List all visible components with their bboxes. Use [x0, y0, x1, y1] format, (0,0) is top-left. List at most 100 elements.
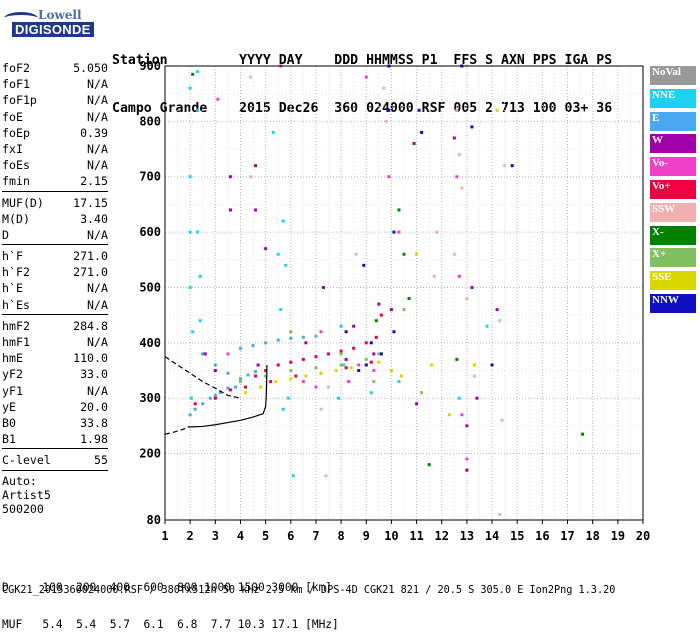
data-point [259, 385, 263, 389]
data-point [188, 175, 192, 179]
data-point [417, 108, 421, 112]
data-point [304, 374, 308, 378]
data-point [392, 230, 396, 234]
param-value: 55 [94, 453, 108, 468]
data-point [213, 363, 217, 367]
data-point [246, 373, 250, 377]
param-row: fmin 2.15 [2, 173, 108, 189]
param-value: N/A [87, 77, 108, 92]
param-row: h`F2 271.0 [2, 264, 108, 280]
autoscaling-line: Auto: [2, 473, 37, 488]
autoscaling-info: Auto: Artist5 500200 [2, 474, 108, 516]
data-point [415, 252, 419, 256]
data-point [321, 285, 325, 289]
data-point [344, 357, 348, 361]
data-point [402, 252, 406, 256]
data-point [364, 363, 368, 367]
data-point [314, 366, 318, 370]
param-label: yF1 [2, 383, 23, 398]
data-point [581, 432, 585, 436]
data-point [470, 285, 474, 289]
data-point [281, 407, 285, 411]
data-point [274, 380, 278, 384]
data-point [349, 366, 353, 370]
autoscaling-line: 500200 [2, 501, 44, 516]
data-point [485, 324, 489, 328]
logo-swoosh [4, 12, 38, 25]
data-point [228, 208, 232, 212]
data-point [276, 252, 280, 256]
y-tick-label: 600 [139, 225, 161, 239]
data-point [397, 230, 401, 234]
series-vo- [216, 64, 469, 461]
data-point [475, 396, 479, 400]
data-point [347, 380, 351, 384]
param-row: MUF(D) 17.15 [2, 195, 108, 211]
param-row: yE 20.0 [2, 399, 108, 415]
data-point [399, 374, 403, 378]
y-tick-label: 300 [139, 391, 161, 405]
x-tick-label: 19 [611, 529, 625, 543]
data-point [457, 396, 461, 400]
data-point [339, 324, 343, 328]
x-tick-label: 3 [212, 529, 219, 543]
param-row: fxI N/A [2, 141, 108, 157]
chart-ticks: 1 2 3 4 5 6 7 8 9 10 11 12 13 14 15 16 17 18 19 20802003004… [139, 59, 650, 543]
param-value: 284.8 [73, 318, 108, 333]
logo-digisonde: DIGISONDE [12, 22, 94, 37]
header-values: Campo Grande 2015 Dec26 360 024000 RSF 0… [112, 101, 613, 116]
data-point [377, 360, 381, 364]
data-point [294, 374, 298, 378]
data-point [188, 86, 192, 90]
data-point [374, 335, 378, 339]
param-label: yF2 [2, 367, 23, 382]
data-point [249, 175, 253, 179]
x-tick-label: 7 [312, 529, 319, 543]
data-point [228, 388, 232, 392]
series-x- [191, 72, 585, 467]
lowell-digisonde-logo: Lowell DIGISONDE [4, 8, 94, 40]
chart-frame [164, 65, 644, 521]
data-point [379, 352, 383, 356]
legend-item-ssw: SSW [650, 202, 696, 222]
param-value: N/A [87, 281, 108, 296]
param-value: 3.40 [80, 211, 108, 226]
data-point [392, 330, 396, 334]
data-point [281, 219, 285, 223]
data-point [301, 357, 305, 361]
header-labels: Station YYYY DAY DDD HHMMSS P1 FFS S AXN… [112, 53, 613, 68]
param-value: N/A [87, 158, 108, 173]
data-point [387, 108, 391, 112]
series-vo- [193, 313, 383, 406]
data-point [254, 370, 258, 374]
data-point [339, 352, 343, 356]
data-point [238, 346, 242, 350]
param-row: foE N/A [2, 109, 108, 125]
param-row: foF1p N/A [2, 92, 108, 108]
param-label: h`E [2, 281, 23, 296]
data-point [387, 175, 391, 179]
data-point [319, 407, 323, 411]
x-tick-label: 4 [237, 529, 244, 543]
y-tick-label: 200 [139, 447, 161, 461]
series-nne [188, 70, 489, 478]
muf-row: MUF 5.4 5.4 5.7 6.1 6.8 7.7 10.3 17.1 [M… [2, 618, 339, 632]
data-point [357, 363, 361, 367]
data-point [460, 186, 464, 190]
data-point [342, 363, 346, 367]
data-point [264, 374, 268, 378]
ionogram-chart: 1 2 3 4 5 6 7 8 9 10 11 12 13 14 15 16 17 18 19 20802003004… [139, 59, 650, 543]
data-point [286, 396, 290, 400]
data-point [279, 308, 283, 312]
data-point [238, 380, 242, 384]
param-row: yF1 N/A [2, 383, 108, 399]
y-tick-label: 900 [139, 59, 161, 73]
data-point [289, 330, 293, 334]
data-point [203, 352, 207, 356]
param-value: 33.8 [80, 415, 108, 430]
param-row: hmF2 284.8 [2, 318, 108, 334]
legend-item-sse: SSE [650, 271, 696, 291]
data-point [412, 142, 416, 146]
data-point [319, 330, 323, 334]
polarization-legend: NoVal NNE E W Vo- Vo+ SSW X- X+ SSE NNW [650, 66, 696, 317]
